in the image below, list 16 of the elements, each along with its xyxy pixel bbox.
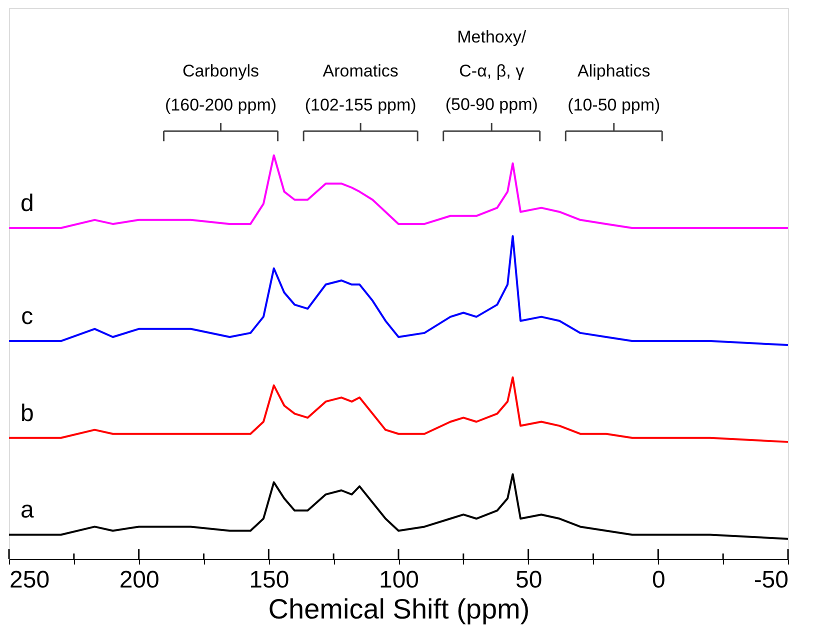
x-axis-title: Chemical Shift (ppm) [268, 594, 530, 624]
x-tick-label: 50 [515, 566, 542, 594]
text: Carbonyls (160-200 ppm) [165, 62, 277, 115]
x-tick-label: 250 [10, 566, 50, 594]
text: Aliphatics (10-50 ppm) [568, 62, 660, 115]
series-label: d [20, 190, 34, 217]
series-label: b [20, 400, 34, 427]
x-tick-label: -50 [754, 566, 788, 594]
text: Aromatics (102-155 ppm) [304, 62, 416, 115]
series-label: a [20, 496, 34, 524]
series-label: c [21, 302, 34, 330]
x-tick-label: 200 [119, 566, 160, 594]
text: Methoxy/ C-α, β, γ (50-90 ppm) [445, 27, 538, 114]
x-tick-label: 0 [652, 566, 666, 594]
x-tick-label: 150 [249, 566, 290, 594]
x-tick-label: 100 [378, 566, 420, 594]
